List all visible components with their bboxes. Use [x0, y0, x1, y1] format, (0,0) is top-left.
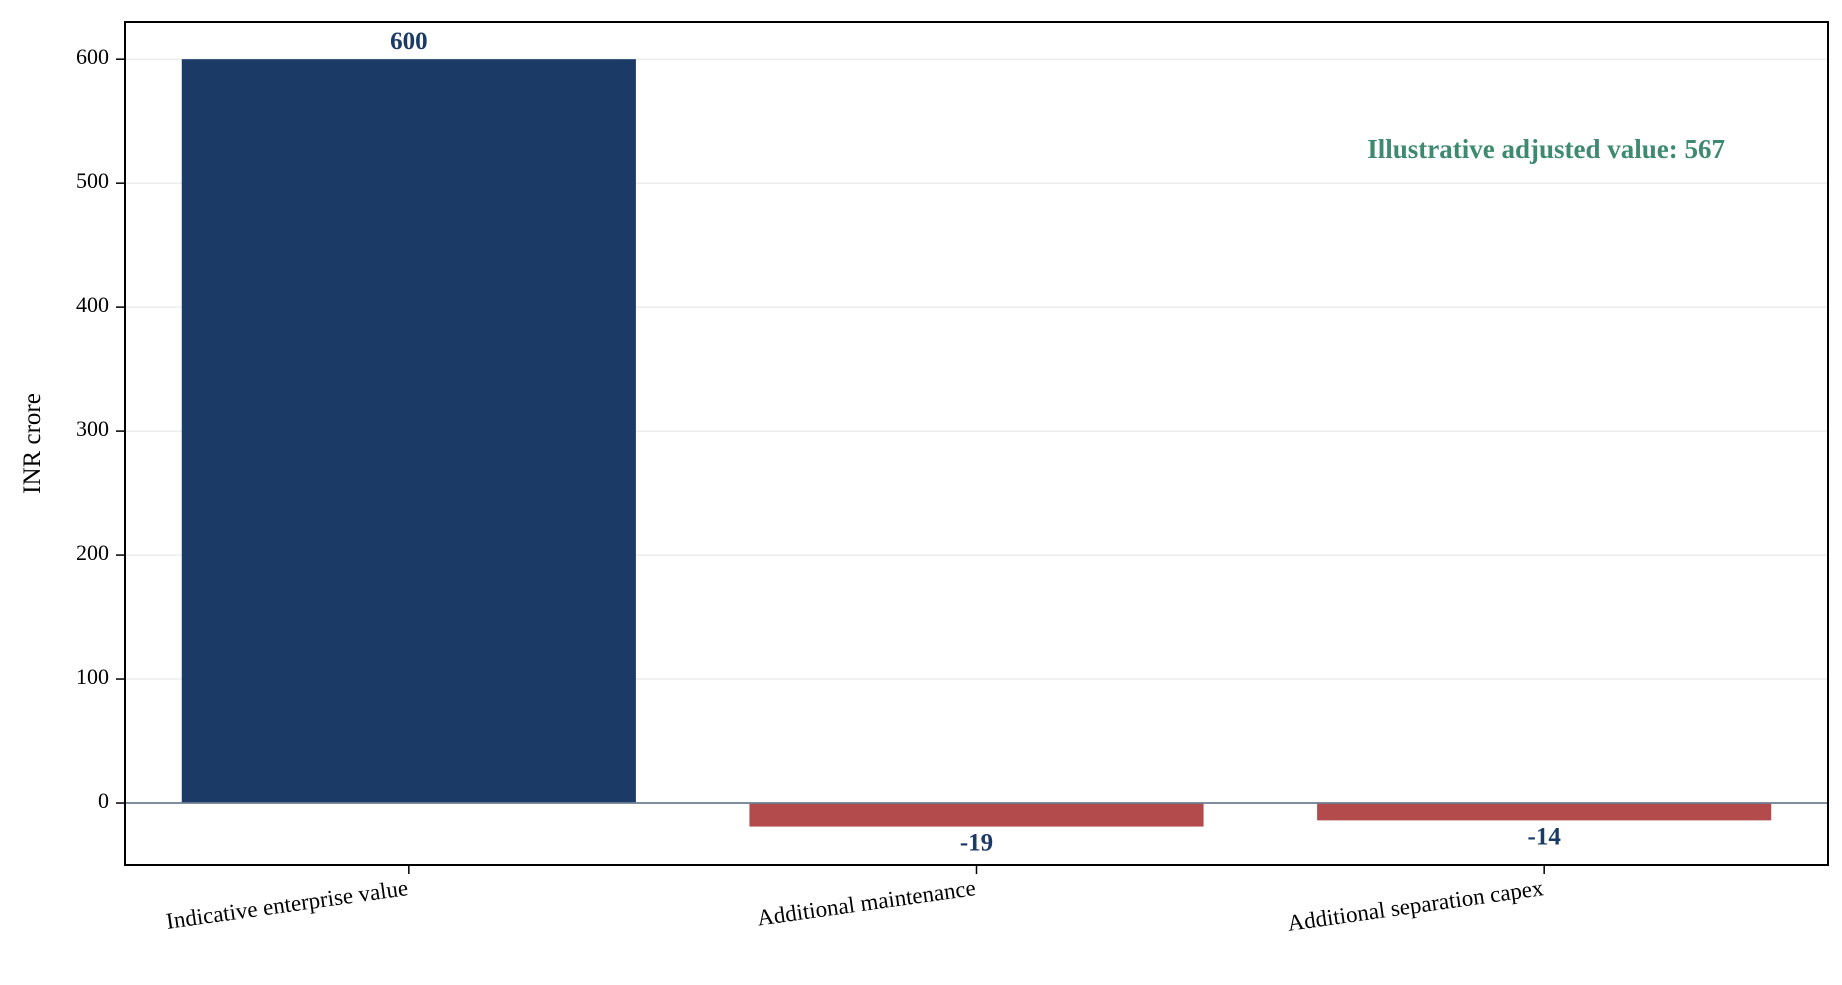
data-label: -14: [1528, 823, 1562, 850]
y-tick-label: 600: [76, 44, 109, 69]
x-tick-label: Additional maintenance: [756, 875, 978, 930]
x-tick-label: Indicative enterprise value: [164, 875, 409, 934]
y-tick-label: 500: [76, 168, 109, 193]
y-axis-title: INR crore: [19, 393, 46, 494]
x-axis: Indicative enterprise value Additional ma…: [164, 865, 1545, 936]
y-tick-label: 200: [76, 540, 109, 565]
y-axis: 0 100 200 300 400 500 600: [76, 44, 125, 813]
bars: [181, 59, 1772, 827]
data-labels: 600 -19 -14: [390, 28, 1561, 856]
adjusted-value-annotation: Illustrative adjusted value: 567: [1367, 134, 1725, 164]
y-tick-label: 300: [76, 416, 109, 441]
bar: [1317, 803, 1772, 821]
x-tick-label: Additional separation capex: [1286, 875, 1545, 936]
y-tick-label: 400: [76, 292, 109, 317]
y-tick-label: 0: [98, 788, 109, 813]
data-label: 600: [390, 28, 428, 55]
bar: [181, 59, 636, 804]
y-tick-label: 100: [76, 664, 109, 689]
bar: [749, 803, 1204, 827]
data-label: -19: [960, 830, 993, 857]
